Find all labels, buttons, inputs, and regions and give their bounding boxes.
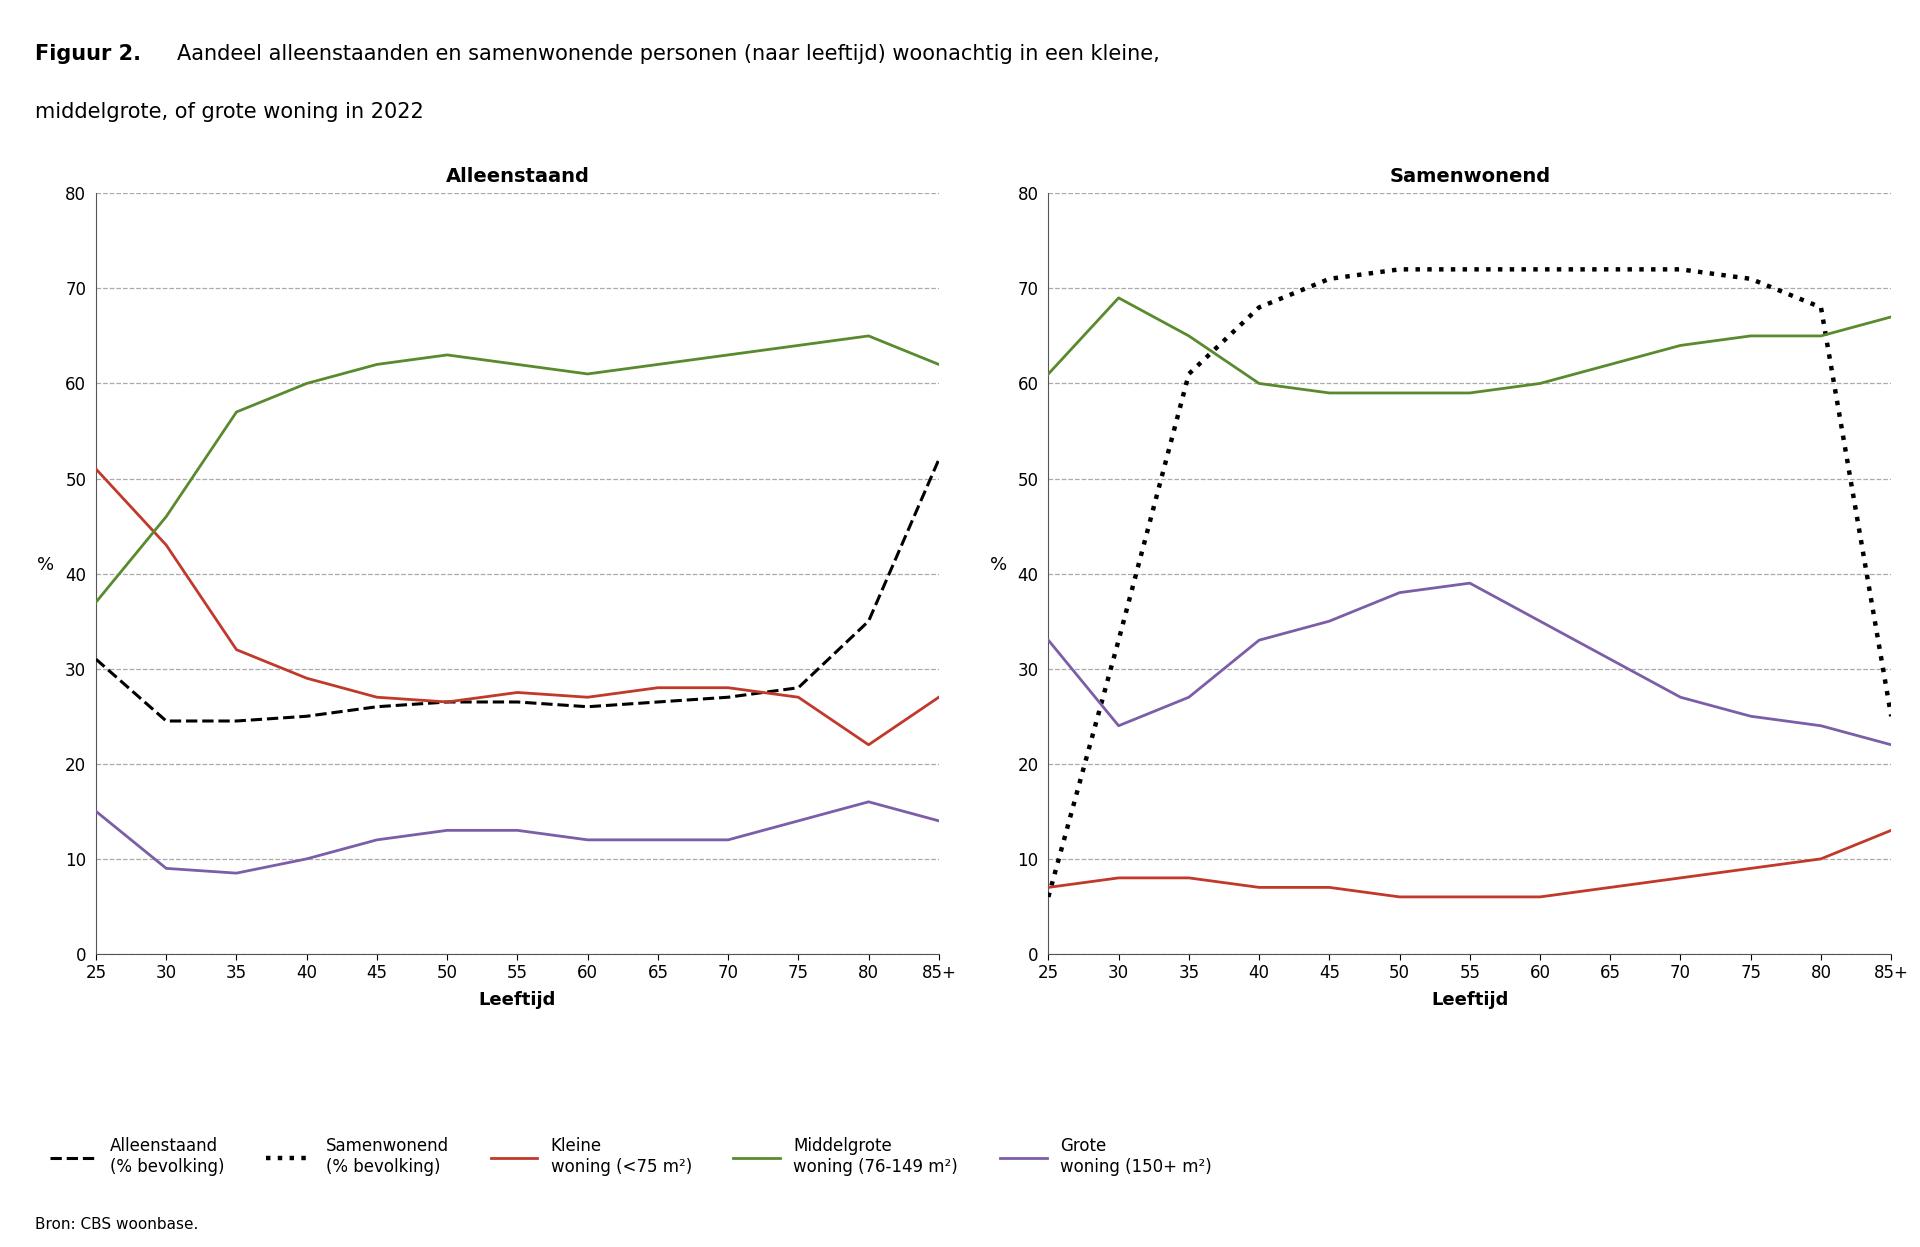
Title: Alleenstaand: Alleenstaand [445, 167, 589, 186]
Title: Samenwonend: Samenwonend [1390, 167, 1549, 186]
Text: middelgrote, of grote woning in 2022: middelgrote, of grote woning in 2022 [35, 102, 422, 122]
Text: Aandeel alleenstaanden en samenwonende personen (naar leeftijd) woonachtig in ee: Aandeel alleenstaanden en samenwonende p… [177, 44, 1160, 64]
X-axis label: Leeftijd: Leeftijd [478, 990, 557, 1009]
Y-axis label: %: % [36, 556, 54, 574]
X-axis label: Leeftijd: Leeftijd [1430, 990, 1509, 1009]
Text: Figuur 2.: Figuur 2. [35, 44, 140, 64]
Legend: Alleenstaand
(% bevolking), Samenwonend
(% bevolking), Kleine
woning (<75 m²), M: Alleenstaand (% bevolking), Samenwonend … [42, 1131, 1219, 1182]
Text: Bron: CBS woonbase.: Bron: CBS woonbase. [35, 1217, 198, 1232]
Y-axis label: %: % [989, 556, 1006, 574]
